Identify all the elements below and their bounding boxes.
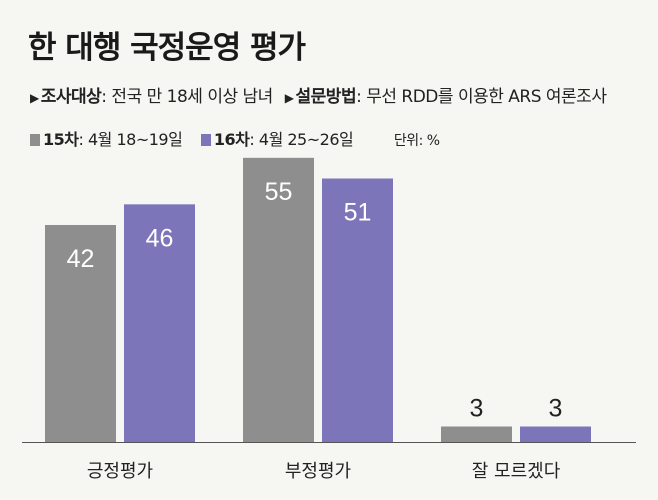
legend-swatch-16 bbox=[200, 134, 211, 146]
legend-item-15: 15차: 4월 18~19일 bbox=[30, 126, 183, 150]
triangle-right-icon: ▶ bbox=[30, 91, 39, 105]
bar-0-0 bbox=[45, 225, 116, 442]
survey-info: ▶ 조사대상: 전국 만 18세 이상 남녀 ▶ 설문방법: 무선 RDD를 이용한 … bbox=[30, 82, 607, 107]
category-label-1: 부정평가 bbox=[285, 461, 351, 482]
legend-period-15: : 4월 18~19일 bbox=[78, 130, 183, 149]
data-label-1-0: 55 bbox=[265, 178, 293, 206]
bar-2-0 bbox=[441, 426, 512, 442]
bar-2-1 bbox=[520, 426, 591, 442]
bar-1-0 bbox=[243, 157, 314, 443]
data-label-2-0: 3 bbox=[470, 395, 484, 423]
survey-target-label: 조사대상 bbox=[40, 87, 102, 107]
triangle-right-icon: ▶ bbox=[284, 91, 294, 105]
survey-target-value: : 전국 만 18세 이상 남녀 bbox=[101, 87, 273, 107]
category-label-0: 긍정평가 bbox=[87, 461, 153, 482]
survey-method-value: : 무선 RDD를 이용한 ARS 여론조사 bbox=[356, 87, 607, 107]
data-label-2-1: 3 bbox=[549, 395, 563, 423]
data-label-1-1: 51 bbox=[344, 199, 372, 227]
data-label-0-0: 42 bbox=[67, 245, 95, 273]
legend-item-16: 16차: 4월 25~26일 bbox=[200, 126, 354, 150]
survey-method-label: 설문방법 bbox=[295, 87, 357, 107]
bar-1-1 bbox=[322, 178, 393, 442]
unit-label: 단위: % bbox=[393, 133, 440, 149]
legend-period-16: : 4월 25~26일 bbox=[249, 130, 354, 149]
legend-name-15: 15차 bbox=[43, 130, 79, 149]
legend-swatch-15 bbox=[30, 134, 40, 146]
chart-title: 한 대행 국정운영 평가 bbox=[28, 30, 306, 66]
legend: 15차: 4월 18~19일 16차: 4월 25~26일 단위: % bbox=[30, 126, 440, 150]
data-label-0-1: 46 bbox=[146, 224, 174, 252]
bar-0-1 bbox=[124, 204, 195, 442]
legend-name-16: 16차 bbox=[213, 130, 250, 149]
category-label-2: 잘 모르겠다 bbox=[472, 461, 561, 482]
